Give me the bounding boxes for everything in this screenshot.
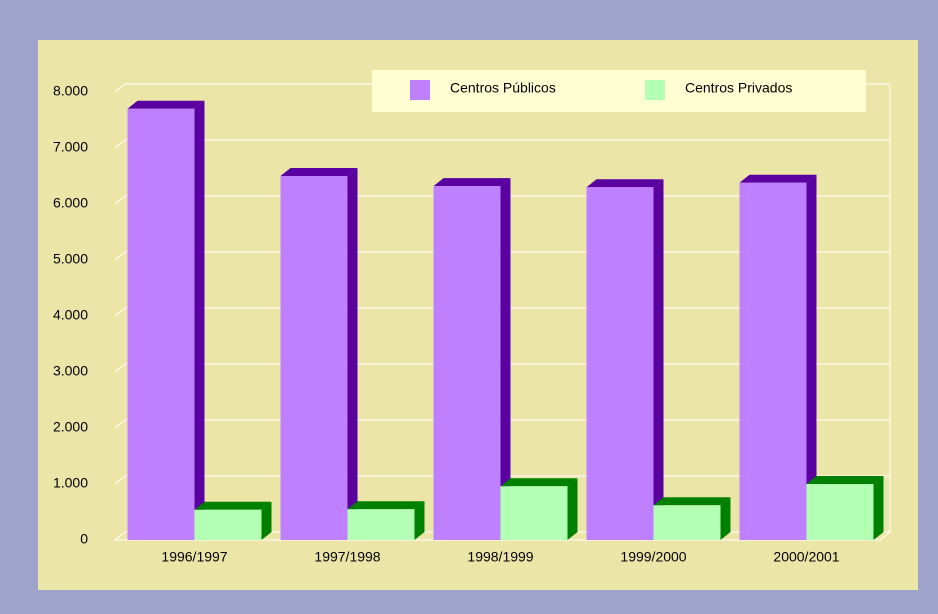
bar bbox=[806, 476, 884, 540]
y-tick-label: 7.000 bbox=[53, 139, 88, 155]
y-tick-label: 6.000 bbox=[53, 195, 88, 211]
bar-face bbox=[433, 186, 501, 540]
y-tick-label: 0 bbox=[80, 531, 88, 547]
bar-face bbox=[653, 179, 664, 540]
y-tick-label: 8.000 bbox=[53, 83, 88, 99]
bar-face bbox=[873, 476, 884, 540]
y-tick-label: 4.000 bbox=[53, 307, 88, 323]
bar-face bbox=[347, 501, 425, 510]
legend-swatch bbox=[645, 80, 665, 100]
bar bbox=[194, 501, 272, 540]
bar-face bbox=[347, 168, 358, 540]
bar-face bbox=[739, 182, 807, 540]
bar-face bbox=[586, 179, 664, 188]
y-tick-label: 3.000 bbox=[53, 363, 88, 379]
bar-face bbox=[500, 178, 511, 540]
bar bbox=[586, 179, 664, 540]
x-tick-label: 1996/1997 bbox=[161, 549, 227, 565]
bar-face bbox=[720, 497, 731, 540]
grid-line bbox=[114, 139, 890, 149]
bar-face bbox=[586, 187, 654, 540]
bar-face bbox=[194, 501, 272, 510]
bar-face bbox=[806, 484, 874, 540]
bar-face bbox=[806, 476, 884, 484]
bar-face bbox=[280, 168, 358, 176]
legend-box bbox=[372, 70, 866, 112]
bar bbox=[347, 501, 425, 540]
x-tick-label: 1998/1999 bbox=[467, 549, 533, 565]
bar-face bbox=[261, 501, 272, 540]
bar-face bbox=[500, 486, 568, 540]
legend-swatch bbox=[410, 80, 430, 100]
bar-face bbox=[127, 108, 195, 541]
bar-face bbox=[280, 176, 348, 540]
bar-face bbox=[653, 505, 721, 540]
bar-face bbox=[567, 478, 578, 540]
y-tick-label: 1.000 bbox=[53, 475, 88, 491]
bar bbox=[127, 100, 205, 541]
bar-face bbox=[347, 509, 415, 540]
bar-face bbox=[194, 509, 262, 540]
x-tick-label: 1997/1998 bbox=[314, 549, 380, 565]
legend-label: Centros Privados bbox=[685, 80, 792, 96]
bar-face bbox=[127, 100, 205, 109]
bar bbox=[433, 178, 511, 540]
bar bbox=[500, 478, 578, 540]
bar-face bbox=[739, 174, 817, 183]
bar-face bbox=[653, 497, 731, 506]
y-tick-label: 5.000 bbox=[53, 251, 88, 267]
bar-face bbox=[806, 174, 817, 540]
x-tick-label: 2000/2001 bbox=[773, 549, 839, 565]
bar bbox=[653, 497, 731, 540]
bar-face bbox=[500, 478, 578, 487]
legend-label: Centros Públicos bbox=[450, 80, 556, 96]
bar bbox=[280, 168, 358, 540]
bar-face bbox=[194, 100, 205, 541]
bar-face bbox=[414, 501, 425, 540]
y-tick-label: 2.000 bbox=[53, 419, 88, 435]
x-tick-label: 1999/2000 bbox=[620, 549, 686, 565]
bar-face bbox=[433, 178, 511, 187]
bar bbox=[739, 174, 817, 540]
